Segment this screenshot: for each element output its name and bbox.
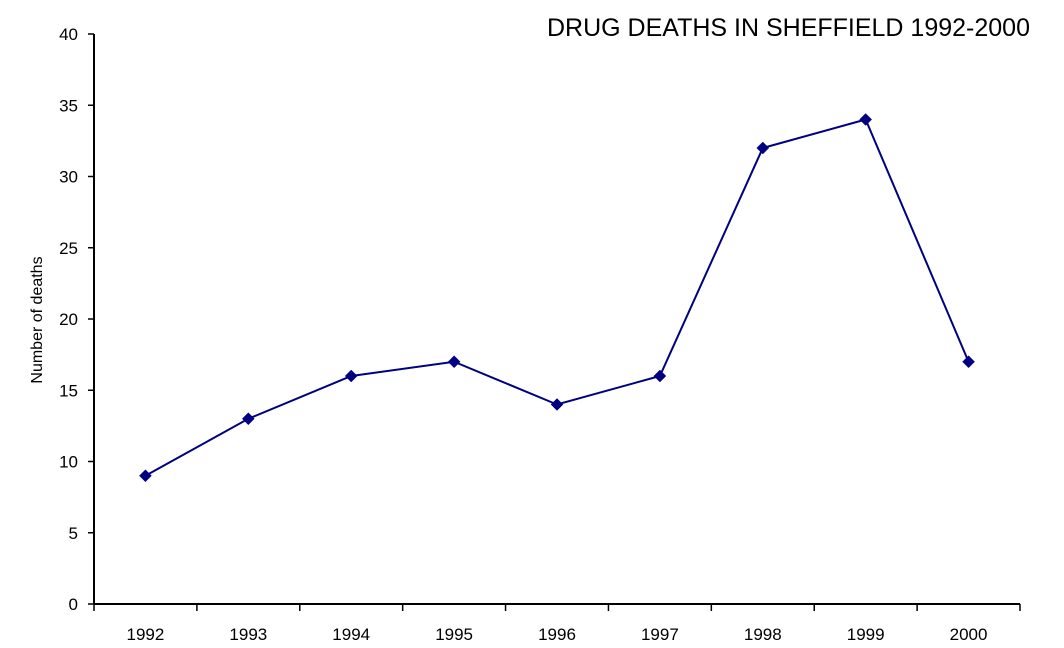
- x-tick-label: 1997: [641, 625, 679, 644]
- x-tick-label: 1994: [332, 625, 370, 644]
- data-point-1997: [653, 369, 667, 383]
- y-tick-label: 40: [59, 25, 78, 44]
- data-point-1993: [241, 412, 255, 426]
- data-point-2000: [962, 355, 975, 369]
- y-tick-label: 10: [59, 453, 78, 472]
- x-tick-label: 1998: [744, 625, 782, 644]
- x-tick-label: 2000: [950, 625, 988, 644]
- y-tick-label: 5: [69, 524, 78, 543]
- data-point-1995: [447, 355, 461, 369]
- axes: 0 5 10 15 20 25 30 35 40 1992 1993 1994 1995 1996 1997…: [59, 25, 1021, 644]
- x-tick-label: 1993: [229, 625, 267, 644]
- chart-title: DRUG DEATHS IN SHEFFIELD 1992-2000: [547, 14, 1030, 42]
- x-tick-label: 1999: [847, 625, 885, 644]
- data-point-1999: [859, 113, 873, 126]
- data-point-1996: [550, 398, 564, 411]
- series-group: [139, 113, 975, 483]
- data-point-1994: [344, 369, 358, 383]
- y-tick-label: 0: [69, 595, 78, 614]
- data-point-1992: [139, 469, 152, 483]
- x-tick-label: 1995: [435, 625, 473, 644]
- y-tick-label: 35: [59, 96, 78, 115]
- y-tick-label: 25: [59, 239, 78, 258]
- y-tick-label: 30: [59, 168, 78, 187]
- series-line: [144, 118, 970, 477]
- data-point-1998: [756, 141, 770, 155]
- y-tick-label: 15: [59, 381, 78, 400]
- x-tick-label: 1996: [538, 625, 576, 644]
- y-tick-label: 20: [59, 310, 78, 329]
- y-axis-title: Number of deaths: [29, 256, 46, 383]
- x-tick-label: 1992: [127, 625, 165, 644]
